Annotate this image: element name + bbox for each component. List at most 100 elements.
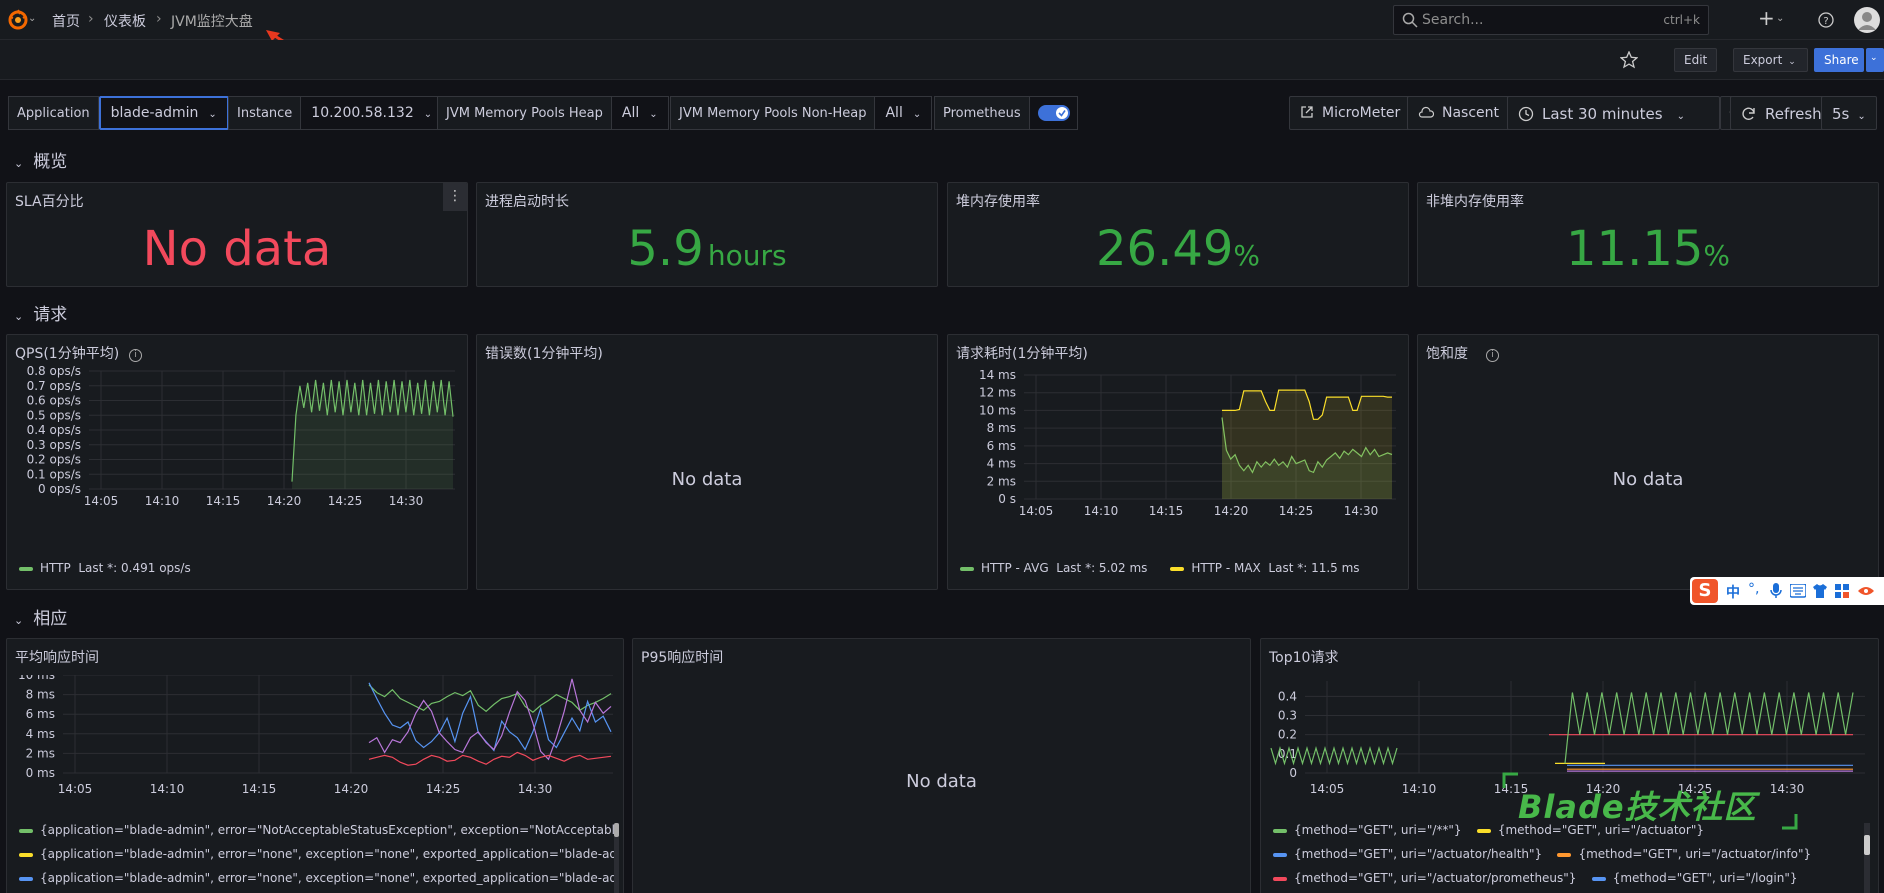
time-range-picker[interactable]: Last 30 minutes ⌄ <box>1507 96 1720 130</box>
x-tick-label: 14:10 <box>145 494 180 508</box>
y-tick-label: 0 <box>1289 766 1297 780</box>
info-icon[interactable]: i <box>129 349 143 362</box>
panel-title-text: 饱和度 <box>1426 346 1468 362</box>
heap-value: 26.49 <box>1095 221 1234 277</box>
x-tick-label: 14:30 <box>518 782 553 796</box>
logo-chevron-icon[interactable]: ⌄ <box>28 13 37 24</box>
grafana-logo-icon[interactable] <box>6 8 30 32</box>
legend-item[interactable]: HTTP - AVG Last *: 5.02 ms <box>960 561 1147 575</box>
legend-item[interactable]: {method="GET", uri="/actuator"} <box>1476 823 1704 837</box>
row-responses[interactable]: ⌄ 相应 <box>14 604 67 629</box>
panel-title: 平均响应时间 <box>15 650 99 666</box>
add-chevron-icon[interactable]: ⌄ <box>1776 13 1785 24</box>
legend-item[interactable]: {application="blade-admin", error="NotAc… <box>19 823 615 847</box>
export-button[interactable]: Export ⌄ <box>1733 48 1808 72</box>
legend-line: {method="GET", uri="/actuator/prometheus… <box>1273 871 1863 893</box>
variable-label: Prometheus <box>934 96 1030 130</box>
y-tick-label: 12 ms <box>979 386 1016 400</box>
panel-menu-icon[interactable]: ⋮ <box>443 183 467 211</box>
legend-label: {method="GET", uri="/actuator/health"} <box>1294 847 1543 861</box>
share-menu-chevron-icon[interactable]: ⌄ <box>1866 48 1884 72</box>
refresh-interval-select[interactable]: 5s ⌄ <box>1821 96 1877 130</box>
search-input[interactable]: Search... ctrl+k <box>1393 5 1709 35</box>
variable-application: Application blade-admin ⌄ <box>8 96 229 130</box>
keyboard-icon[interactable] <box>1790 584 1806 598</box>
heap-pools-select[interactable]: All ⌄ <box>611 96 669 130</box>
legend-item[interactable]: {application="blade-admin", error="none"… <box>19 871 615 893</box>
legend-label: {application="blade-admin", error="none"… <box>40 847 615 861</box>
legend-line: {method="GET", uri="/**"} {method="GET",… <box>1273 823 1863 847</box>
legend-label: {method="GET", uri="/**"} <box>1294 823 1462 837</box>
series-line <box>1564 692 1854 764</box>
legend-item[interactable]: {method="GET", uri="/**"} <box>1273 823 1462 837</box>
chevron-down-icon: ⌄ <box>1857 111 1866 122</box>
edit-button[interactable]: Edit <box>1674 48 1718 72</box>
prometheus-toggle[interactable] <box>1029 96 1078 130</box>
y-tick-label: 0.3 <box>1278 709 1297 723</box>
legend-item[interactable]: {method="GET", uri="/login"} <box>1591 871 1798 885</box>
panel-top10: Top10请求 0 0.1 0.2 0.3 0.4 14:05 14:10 14:15 14:2… <box>1260 638 1879 893</box>
legend-item[interactable]: HTTP Last *: 0.491 ops/s <box>19 561 191 575</box>
microphone-icon[interactable] <box>1770 583 1782 599</box>
series-line <box>368 678 612 761</box>
x-tick-label: 14:30 <box>389 494 424 508</box>
panel-title: QPS(1分钟平均) i <box>15 343 143 363</box>
star-icon[interactable] <box>1620 51 1638 69</box>
legend-item[interactable]: {application="blade-admin", error="none"… <box>19 847 615 871</box>
watermark: Blade技术社区 <box>1500 770 1800 832</box>
legend-swatch <box>19 852 33 857</box>
series-line <box>368 684 612 713</box>
variable-label: JVM Memory Pools Heap <box>437 96 612 130</box>
application-select[interactable]: blade-admin ⌄ <box>98 96 229 130</box>
x-tick-label: 14:25 <box>1678 782 1713 796</box>
sla-value: No data <box>142 221 332 277</box>
legend-item[interactable]: HTTP - MAX Last *: 11.5 ms <box>1170 561 1360 575</box>
add-new-icon[interactable]: + <box>1758 6 1775 30</box>
row-overview[interactable]: ⌄ 概览 <box>14 147 67 172</box>
cloud-icon <box>1418 106 1435 118</box>
no-data-message: No data <box>906 771 977 792</box>
legend-last: Last *: 0.491 ops/s <box>78 561 191 575</box>
variable-value: All <box>885 105 903 121</box>
legend-item[interactable]: {method="GET", uri="/actuator/info"} <box>1557 847 1811 861</box>
uptime-unit: hours <box>707 239 787 272</box>
legend-item[interactable]: {method="GET", uri="/actuator/prometheus… <box>1273 871 1576 885</box>
micrometer-link[interactable]: MicroMeter <box>1289 96 1412 130</box>
x-tick-label: 14:10 <box>1084 504 1119 518</box>
scrollbar-thumb[interactable] <box>1864 835 1870 855</box>
row-requests[interactable]: ⌄ 请求 <box>14 300 67 325</box>
nonheap-pools-select[interactable]: All ⌄ <box>875 96 933 130</box>
legend-scrollbar[interactable] <box>1864 823 1870 893</box>
variable-label: Application <box>8 96 99 130</box>
sogou-logo-icon[interactable]: S <box>1692 579 1718 603</box>
breadcrumb-dashboards[interactable]: 仪表板 <box>104 14 146 30</box>
share-button[interactable]: Share <box>1814 48 1864 72</box>
breadcrumb-separator: › <box>156 11 162 27</box>
legend-scrollbar[interactable] <box>614 823 619 893</box>
qps-chart: 0 ops/s0.1 ops/s0.2 ops/s0.3 ops/s0.4 op… <box>27 365 455 508</box>
ime-mode-chinese[interactable]: 中 <box>1726 585 1740 601</box>
search-placeholder: Search... <box>1422 12 1484 28</box>
help-icon[interactable]: ? <box>1818 12 1834 28</box>
legend-label: HTTP <box>40 561 71 575</box>
nascent-link[interactable]: Nascent <box>1407 96 1511 130</box>
panel-title: 进程启动时长 <box>485 194 569 210</box>
user-avatar[interactable] <box>1853 6 1881 34</box>
x-tick-label: 14:05 <box>58 782 93 796</box>
y-tick-label: 8 ms <box>987 421 1016 435</box>
instance-select[interactable]: 10.200.58.132 ⌄ <box>301 96 444 130</box>
y-tick-label: 0.5 ops/s <box>27 408 81 422</box>
grid-apps-icon[interactable] <box>1834 583 1850 599</box>
skin-shirt-icon[interactable] <box>1812 583 1828 599</box>
legend-item[interactable]: {method="GET", uri="/actuator/health"} <box>1273 847 1542 861</box>
breadcrumb-home[interactable]: 首页 <box>52 14 80 30</box>
variable-prometheus: Prometheus <box>934 96 1078 130</box>
legend-label: {method="GET", uri="/login"} <box>1612 871 1798 885</box>
y-tick-label: 2 ms <box>987 474 1016 488</box>
ime-mascot-icon[interactable] <box>1856 583 1876 599</box>
ime-punctuation-icon[interactable]: °, <box>1748 581 1760 597</box>
info-icon[interactable]: i <box>1486 349 1499 362</box>
series-line <box>368 682 612 752</box>
refresh-button[interactable]: Refresh <box>1730 96 1830 130</box>
scrollbar-thumb[interactable] <box>614 823 619 837</box>
